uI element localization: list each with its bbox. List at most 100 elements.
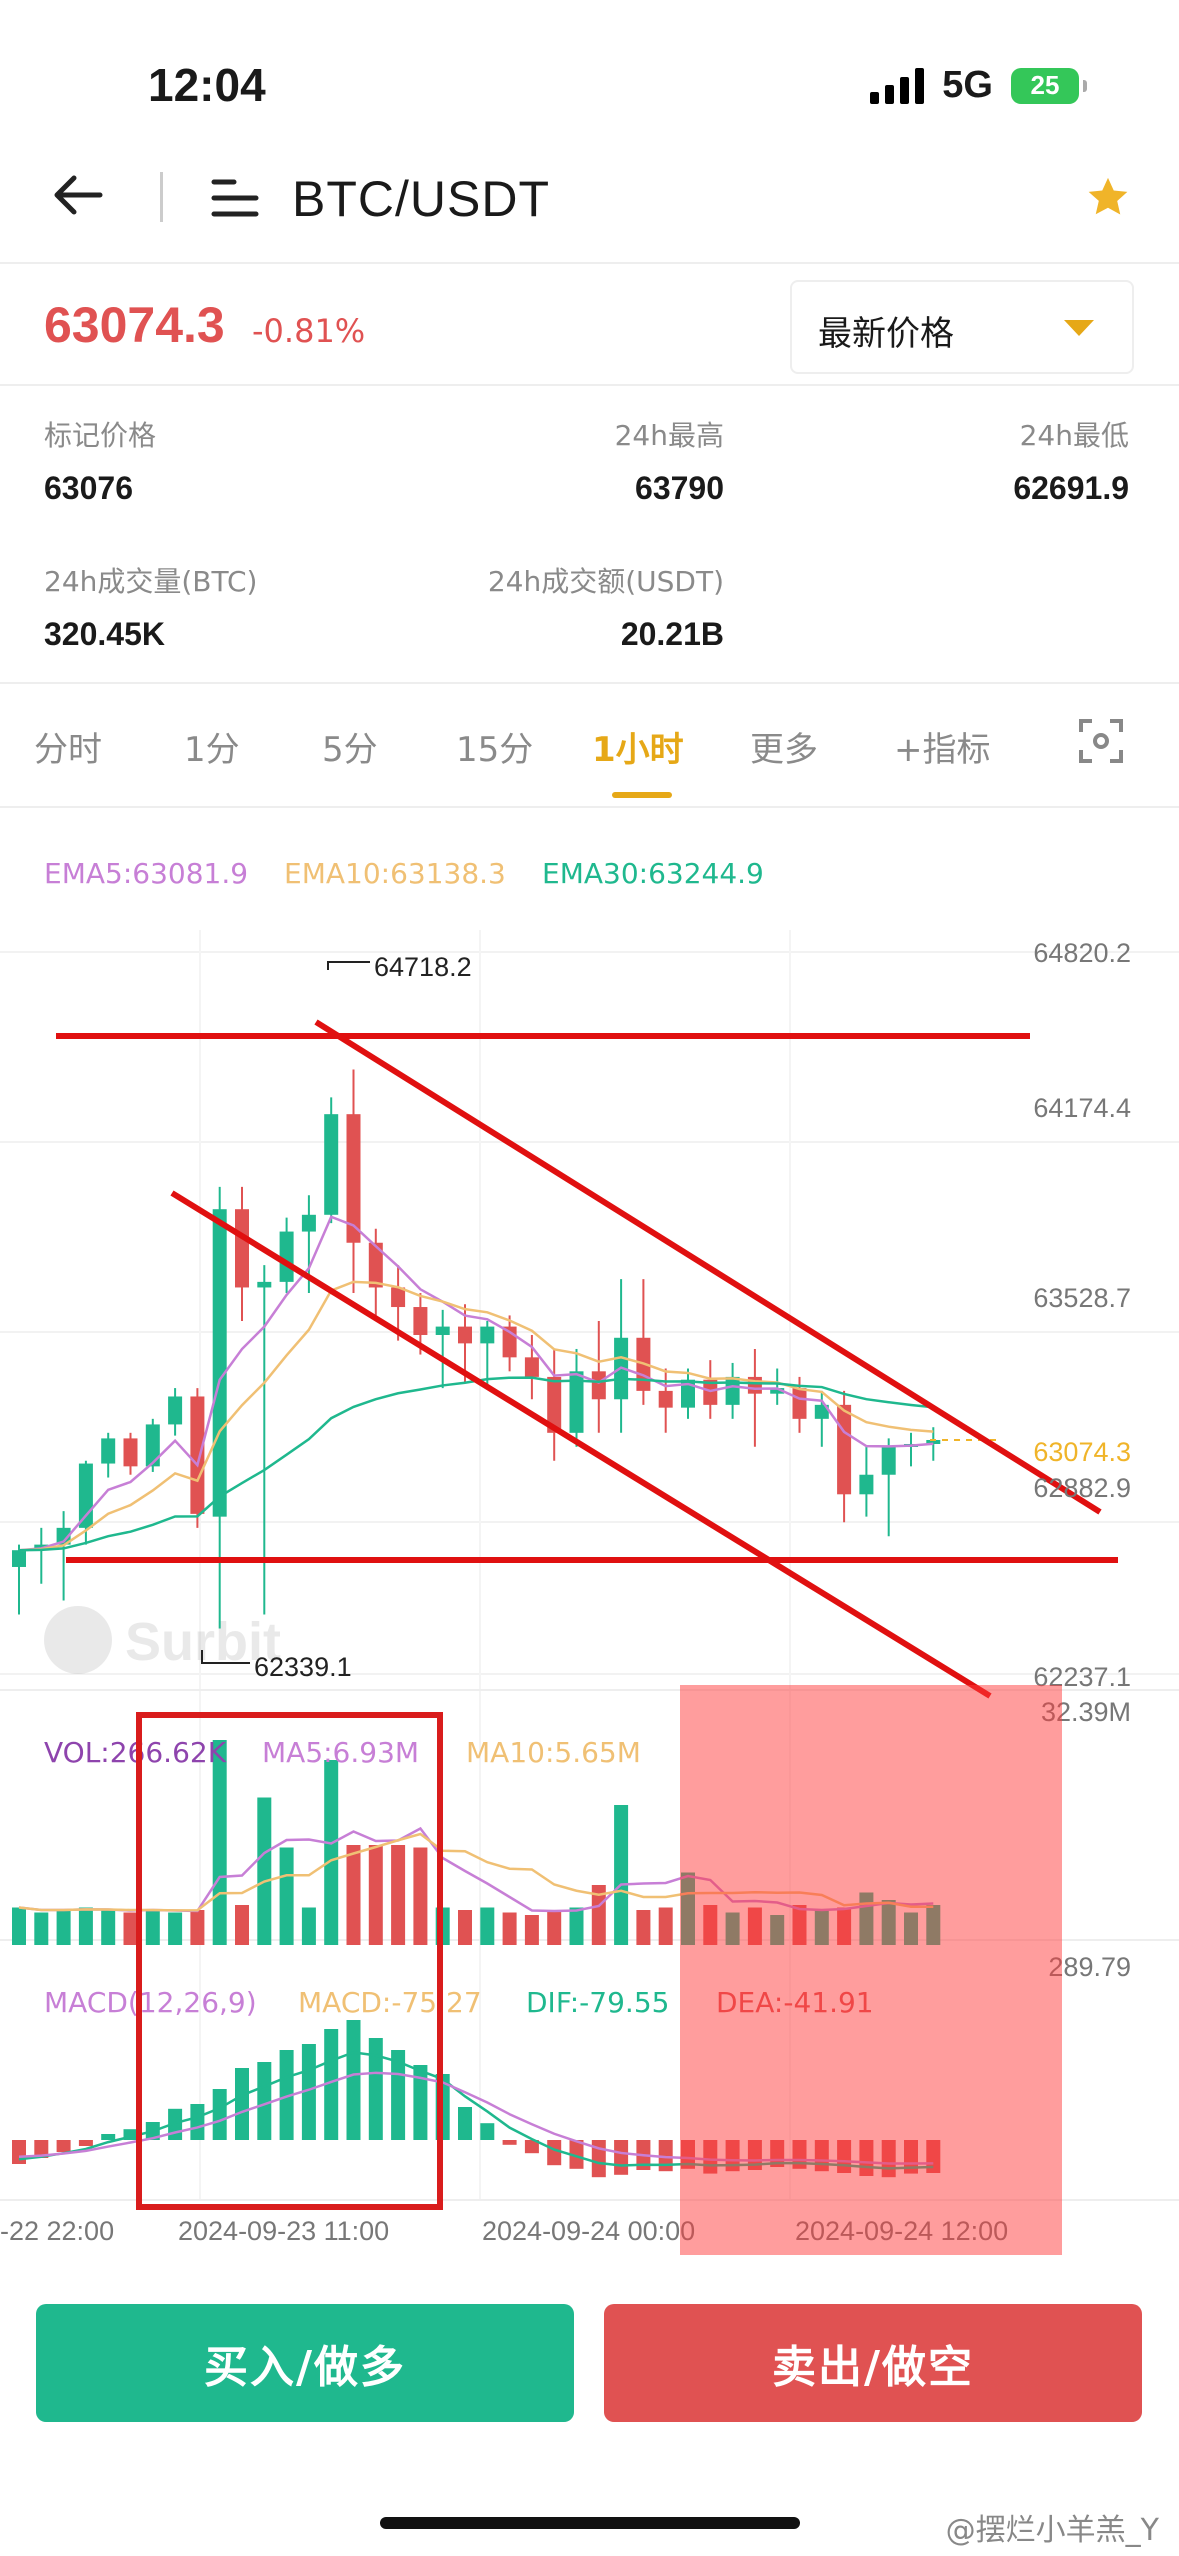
trend-line [314, 1019, 1102, 1515]
trend-line [170, 1190, 992, 1699]
candle-body [681, 1379, 695, 1408]
tab-15m[interactable]: 15分 [456, 730, 534, 770]
candle-body [56, 1527, 71, 1545]
volume-bar [636, 1910, 651, 1945]
candle-body [368, 1242, 383, 1288]
mark-price-label: 标记价格 [44, 419, 157, 452]
buy-long-button[interactable]: 买入/做多 [36, 2304, 574, 2422]
active-tab-indicator [612, 792, 672, 798]
price-axis-label: 62882.9 [1033, 1473, 1131, 1503]
price-axis-label: 64174.4 [1033, 1093, 1131, 1123]
volume-bar [56, 1910, 71, 1945]
turnover-value: 20.21B [620, 616, 724, 652]
volume-label: 24h成交量(BTC) [44, 565, 258, 598]
volume-bar [614, 1805, 629, 1945]
tab-1m[interactable]: 1分 [184, 730, 240, 770]
candle-body [480, 1326, 495, 1344]
favorite-button[interactable] [1085, 174, 1133, 222]
macd-bar [324, 2029, 339, 2140]
candle-body [524, 1357, 539, 1377]
candle-body [391, 1287, 406, 1308]
macd-bar [257, 2062, 272, 2140]
menu-icon [211, 179, 259, 217]
candle-body [324, 1114, 339, 1215]
macd-bar [346, 2020, 361, 2140]
high-marker-line [327, 961, 370, 970]
price-type-label: 最新价格 [818, 314, 954, 354]
candle-body [279, 1231, 294, 1282]
macd-bar [279, 2050, 294, 2140]
tab-more[interactable]: 更多 [750, 730, 818, 770]
macd-bar [368, 2038, 383, 2140]
candle-body [435, 1326, 450, 1335]
volume-bar [190, 1910, 205, 1945]
candle-body [145, 1424, 160, 1467]
candle-body [257, 1281, 272, 1288]
volume-bar [12, 1907, 26, 1945]
candle-body [770, 1388, 785, 1394]
volume-bar [658, 1907, 673, 1945]
candle-body [78, 1463, 93, 1528]
volume-bar [346, 1845, 361, 1945]
high-value: 63790 [635, 470, 724, 506]
candle-body [658, 1390, 673, 1408]
ema30-legend: EMA30:63244.9 [542, 857, 764, 890]
candle-body [792, 1388, 807, 1419]
pair-menu-button[interactable] [210, 176, 260, 222]
tab-5m[interactable]: 5分 [322, 730, 378, 770]
low-marker-line [201, 1650, 250, 1664]
candle-body [212, 1209, 227, 1517]
price-separator [0, 384, 1179, 386]
arrow-left-icon [54, 175, 103, 215]
high-marker-label: 64718.2 [374, 952, 472, 982]
candle-body [101, 1438, 116, 1464]
ma5-legend: MA5:6.93M [262, 1736, 420, 1769]
candle-body [547, 1376, 562, 1433]
battery-level: 25 [1030, 70, 1060, 100]
highlight-region [680, 1685, 1062, 2255]
macd-bar [12, 2140, 26, 2164]
ma10-legend: MA10:5.65M [466, 1736, 641, 1769]
time-axis-label: -22 22:00 [0, 2216, 115, 2246]
volume-bar [324, 1760, 339, 1945]
caret-down-icon [1064, 320, 1094, 336]
macd-bar [569, 2140, 584, 2169]
fullscreen-button[interactable] [1078, 718, 1126, 766]
turnover-label: 24h成交额(USDT) [487, 565, 724, 598]
candle-body [235, 1209, 249, 1288]
tab-timeline[interactable]: 分时 [34, 730, 102, 770]
volume-bar [34, 1912, 49, 1945]
candle-body [591, 1371, 606, 1400]
volume-bar [547, 1910, 562, 1945]
sell-short-button[interactable]: 卖出/做空 [604, 2304, 1142, 2422]
macd-bar [56, 2140, 71, 2152]
status-indicators: 5G 25 [870, 64, 1087, 107]
candle-body [837, 1404, 852, 1495]
status-time: 12:04 [148, 59, 266, 111]
macd-bar [658, 2140, 673, 2172]
ema10-legend: EMA10:63138.3 [284, 857, 506, 890]
time-axis-label: 2024-09-23 11:00 [178, 2216, 390, 2246]
volume-bar [368, 1845, 383, 1945]
tab-1h[interactable]: 1小时 [592, 730, 684, 770]
scan-icon [1079, 719, 1123, 763]
dif-legend: DIF:-79.55 [526, 1986, 670, 2019]
macd-bar [547, 2140, 562, 2166]
home-indicator[interactable] [380, 2517, 800, 2529]
candle-body [123, 1438, 138, 1467]
macd-legend: MACD:-75.27 [298, 1986, 482, 2019]
back-button[interactable] [48, 170, 118, 230]
candle-body [569, 1371, 584, 1433]
volume-bar [123, 1912, 138, 1945]
price-type-select[interactable]: 最新价格 [790, 280, 1134, 374]
candle-body [413, 1307, 428, 1335]
star-icon [1088, 177, 1128, 215]
tab-indicators[interactable]: +指标 [894, 730, 991, 770]
weibo-watermark: @摆烂小羊羔_Y [945, 2513, 1159, 2548]
ema5-legend: EMA5:63081.9 [44, 857, 249, 890]
candles [12, 1069, 941, 1629]
volume-bar [569, 1907, 584, 1945]
volume-bar [413, 1847, 428, 1945]
vol-legend: VOL:266.62K [44, 1736, 227, 1769]
pair-title[interactable]: BTC/USDT [292, 171, 550, 227]
